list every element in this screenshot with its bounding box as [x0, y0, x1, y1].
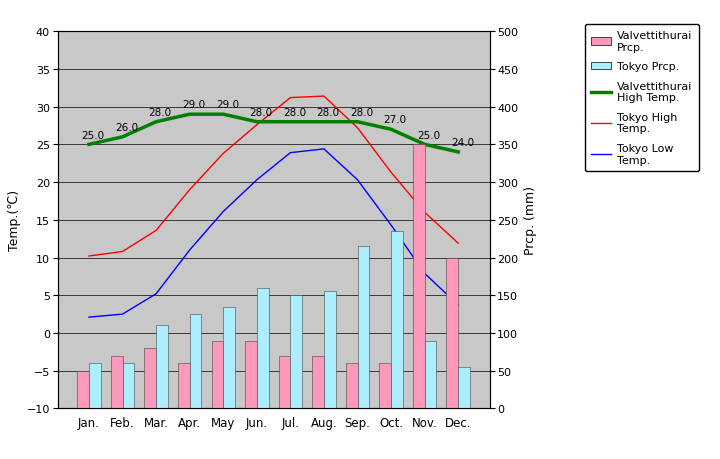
Bar	[257, 288, 269, 409]
Bar	[312, 356, 324, 409]
Bar	[358, 246, 369, 409]
Bar	[346, 364, 358, 409]
Bar	[111, 356, 122, 409]
Bar	[391, 232, 402, 409]
Bar	[324, 292, 336, 409]
Bar	[189, 314, 202, 409]
Bar	[223, 307, 235, 409]
Y-axis label: Temp.(℃): Temp.(℃)	[8, 190, 21, 251]
Text: 28.0: 28.0	[149, 108, 172, 118]
Bar	[178, 364, 189, 409]
Text: 25.0: 25.0	[418, 130, 441, 140]
Text: 28.0: 28.0	[350, 108, 373, 118]
Text: 28.0: 28.0	[249, 108, 273, 118]
Bar	[245, 341, 257, 409]
Bar	[212, 341, 223, 409]
Text: 25.0: 25.0	[81, 130, 104, 140]
Legend: Valvettithurai
Prcp., Tokyo Prcp., Valvettithurai
High Temp., Tokyo High
Temp., : Valvettithurai Prcp., Tokyo Prcp., Valve…	[585, 25, 699, 172]
Text: 26.0: 26.0	[115, 123, 138, 133]
Bar	[77, 371, 89, 409]
Bar	[458, 367, 470, 409]
Text: 28.0: 28.0	[317, 108, 340, 118]
Text: 28.0: 28.0	[283, 108, 306, 118]
Y-axis label: Prcp. (mm): Prcp. (mm)	[524, 186, 537, 255]
Bar	[290, 296, 302, 409]
Bar	[425, 341, 436, 409]
Text: 24.0: 24.0	[451, 138, 474, 148]
Bar	[446, 258, 458, 409]
Bar	[122, 364, 135, 409]
Bar	[279, 356, 290, 409]
Bar	[413, 145, 425, 409]
Bar	[89, 364, 101, 409]
Bar	[156, 326, 168, 409]
Bar	[379, 364, 391, 409]
Text: 27.0: 27.0	[384, 115, 407, 125]
Text: 29.0: 29.0	[216, 100, 239, 110]
Bar	[145, 348, 156, 409]
Text: 29.0: 29.0	[182, 100, 205, 110]
